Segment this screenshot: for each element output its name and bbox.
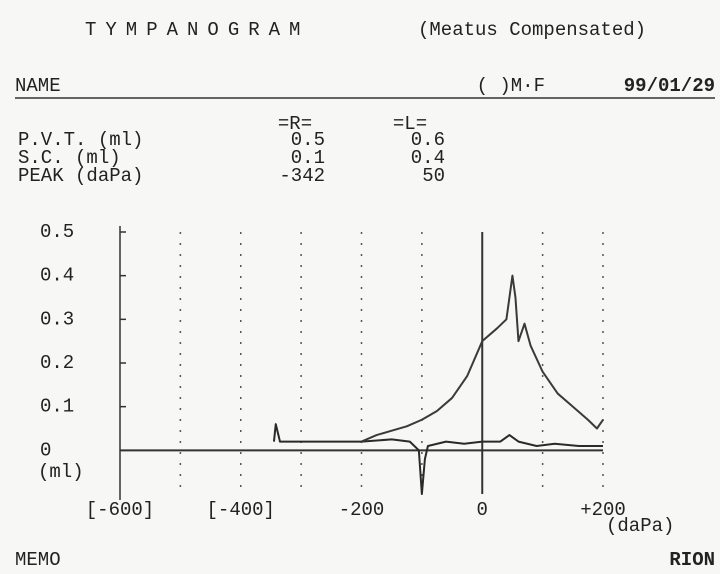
row-label: S.C. (ml) [18, 147, 121, 169]
name-label: NAME [15, 75, 61, 97]
x-tick-label: [-600] [86, 499, 154, 521]
cell-value: -342 [279, 165, 325, 187]
brand: RION [669, 549, 715, 571]
y-axis-label: (ml) [38, 461, 84, 483]
y-tick-label: 0.5 [40, 221, 74, 243]
cell-value: 0.6 [411, 129, 445, 151]
cell-value: 0.5 [291, 129, 325, 151]
x-tick-label: +200 [580, 499, 626, 521]
date: 99/01/29 [624, 75, 715, 97]
column-header: =R= [278, 113, 312, 135]
curve [361, 274, 604, 443]
y-tick-label: 0.1 [40, 396, 74, 418]
y-tick-label: 0 [40, 439, 51, 461]
column-header: =L= [393, 113, 427, 135]
x-tick-label: -200 [339, 499, 385, 521]
cell-value: 0.4 [411, 147, 445, 169]
subtitle: (Meatus Compensated) [418, 19, 646, 41]
cell-value: 0.1 [291, 147, 325, 169]
memo: MEMO [15, 549, 61, 571]
sex: ( )M·F [477, 75, 545, 97]
x-axis-label: (daPa) [606, 515, 674, 537]
y-tick-label: 0.2 [40, 352, 74, 374]
title: TYMPANOGRAM [85, 19, 309, 41]
x-tick-label: [-400] [207, 499, 275, 521]
cell-value: 50 [422, 165, 445, 187]
x-tick-label: 0 [477, 499, 488, 521]
y-tick-label: 0.3 [40, 308, 74, 330]
y-tick-label: 0.4 [40, 265, 74, 287]
curve [272, 423, 603, 495]
row-label: P.V.T. (ml) [18, 129, 143, 151]
row-label: PEAK (daPa) [18, 165, 143, 187]
